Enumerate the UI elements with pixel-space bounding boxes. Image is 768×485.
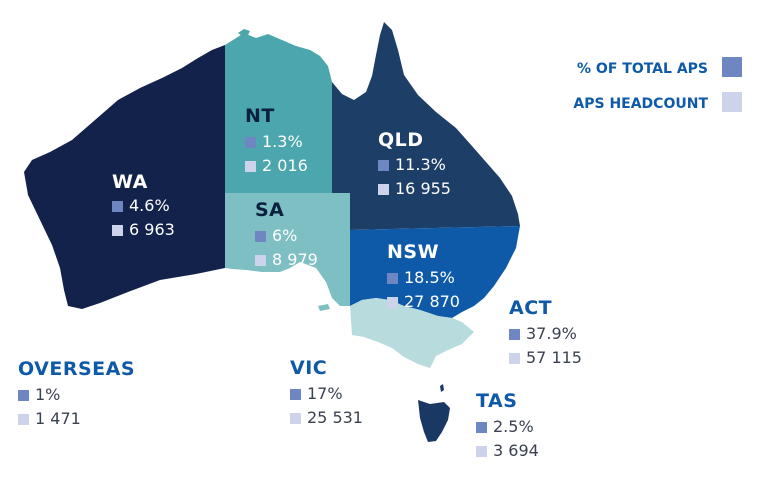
act-pct-value: 37.9% [526,324,577,343]
state-sa[interactable] [225,193,350,306]
overseas-headcount: 1 471 [18,411,81,427]
headcount-swatch [290,412,301,424]
tas-headcount-value: 3 694 [493,441,539,460]
legend-headcount-label: APS HEADCOUNT [573,96,708,112]
qld-pct-value: 11.3% [395,155,446,174]
qld-headcount-value: 16 955 [395,179,451,198]
nsw-headcount: 27 870 [387,294,460,310]
wa-headcount-value: 6 963 [129,220,175,239]
headcount-swatch [387,296,398,308]
headcount-swatch [378,183,389,195]
tas-headcount: 3 694 [476,443,539,459]
overseas-pct-value: 1% [35,385,61,404]
island-melville [238,29,250,36]
headcount-swatch [476,445,487,457]
act-headcount: 57 115 [509,350,582,366]
state-wa[interactable] [24,45,225,309]
nt-pct-value: 1.3% [262,132,303,151]
pct-swatch [387,272,398,284]
headcount-swatch [18,413,29,425]
act-headcount-value: 57 115 [526,348,582,367]
pct-swatch [112,200,123,212]
overseas-pct: 1% [18,387,60,403]
label-act: ACT [509,297,553,319]
vic-pct-value: 17% [307,384,343,403]
headcount-swatch [509,352,520,364]
nsw-pct: 18.5% [387,270,455,286]
pct-swatch [255,230,266,242]
legend-pct-swatch [722,57,742,77]
state-tas[interactable] [418,400,450,442]
vic-pct: 17% [290,386,343,402]
vic-headcount: 25 531 [290,410,363,426]
legend-headcount-swatch [722,92,742,112]
overseas-headcount-value: 1 471 [35,409,81,428]
nsw-pct-value: 18.5% [404,268,455,287]
island-groote [314,55,320,61]
nsw-headcount-value: 27 870 [404,292,460,311]
sa-headcount-value: 8 979 [272,250,318,269]
island-kangaroo [318,304,330,311]
label-sa: SA [255,199,285,221]
wa-pct-value: 4.6% [129,196,170,215]
label-nsw: NSW [387,241,440,263]
headcount-swatch [112,224,123,236]
label-wa: WA [112,171,148,193]
label-overseas: OVERSEAS [18,358,136,380]
pct-swatch [378,159,389,171]
state-vic[interactable] [350,298,474,368]
pct-swatch [509,328,520,340]
sa-pct: 6% [255,228,297,244]
tas-pct: 2.5% [476,419,534,435]
island-flinders [440,384,444,392]
state-qld[interactable] [332,22,520,230]
nt-headcount: 2 016 [245,158,308,174]
label-tas: TAS [476,390,518,412]
qld-pct: 11.3% [378,157,446,173]
nt-headcount-value: 2 016 [262,156,308,175]
vic-headcount-value: 25 531 [307,408,363,427]
tas-pct-value: 2.5% [493,417,534,436]
act-pct: 37.9% [509,326,577,342]
state-nsw[interactable] [350,226,520,318]
sa-pct-value: 6% [272,226,298,245]
qld-headcount: 16 955 [378,181,451,197]
pct-swatch [18,389,29,401]
label-vic: VIC [290,357,328,379]
state-nt[interactable] [225,33,332,193]
label-nt: NT [245,105,275,127]
legend-pct-label: % OF TOTAL APS [577,61,708,77]
label-qld: QLD [378,129,424,151]
headcount-swatch [245,160,256,172]
headcount-swatch [255,254,266,266]
sa-headcount: 8 979 [255,252,318,268]
wa-headcount: 6 963 [112,222,175,238]
nt-pct: 1.3% [245,134,303,150]
pct-swatch [290,388,301,400]
wa-pct: 4.6% [112,198,170,214]
pct-swatch [245,136,256,148]
pct-swatch [476,421,487,433]
